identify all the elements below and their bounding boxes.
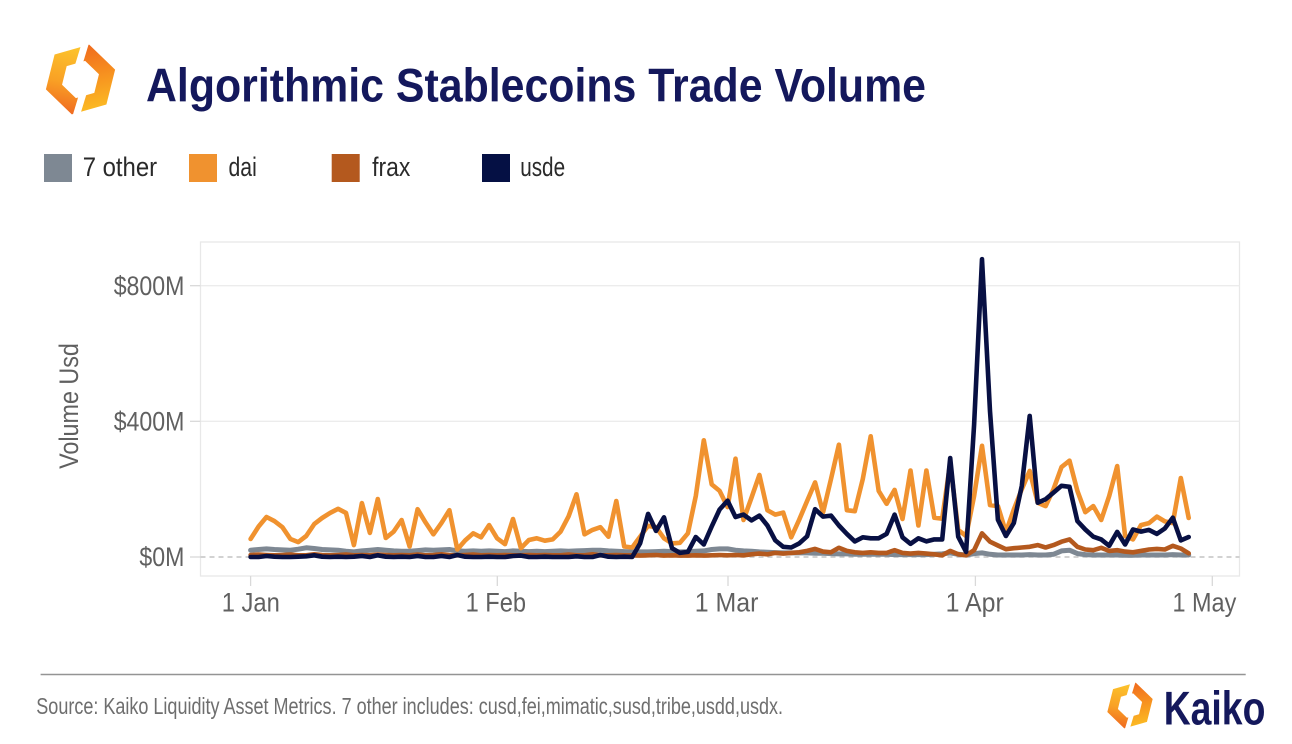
- svg-text:Volume Usd: Volume Usd: [54, 343, 84, 469]
- svg-text:$400M: $400M: [114, 406, 185, 436]
- svg-text:$0M: $0M: [139, 542, 184, 572]
- svg-text:1 Feb: 1 Feb: [466, 588, 526, 618]
- svg-text:dai: dai: [229, 152, 257, 182]
- svg-text:1 Jan: 1 Jan: [222, 588, 280, 618]
- svg-text:frax: frax: [372, 152, 411, 182]
- svg-text:Algorithmic Stablecoins Trade: Algorithmic Stablecoins Trade Volume: [146, 58, 926, 111]
- svg-text:Source: Kaiko Liquidity Asset: Source: Kaiko Liquidity Asset Metrics. 7…: [36, 693, 783, 719]
- svg-text:1 Apr: 1 Apr: [946, 588, 1004, 618]
- svg-text:1 Mar: 1 Mar: [695, 588, 759, 618]
- svg-text:usde: usde: [520, 152, 565, 182]
- svg-text:7 other: 7 other: [83, 152, 157, 182]
- svg-text:Kaiko: Kaiko: [1164, 682, 1266, 735]
- svg-text:1 May: 1 May: [1173, 588, 1237, 618]
- svg-text:$800M: $800M: [114, 271, 185, 301]
